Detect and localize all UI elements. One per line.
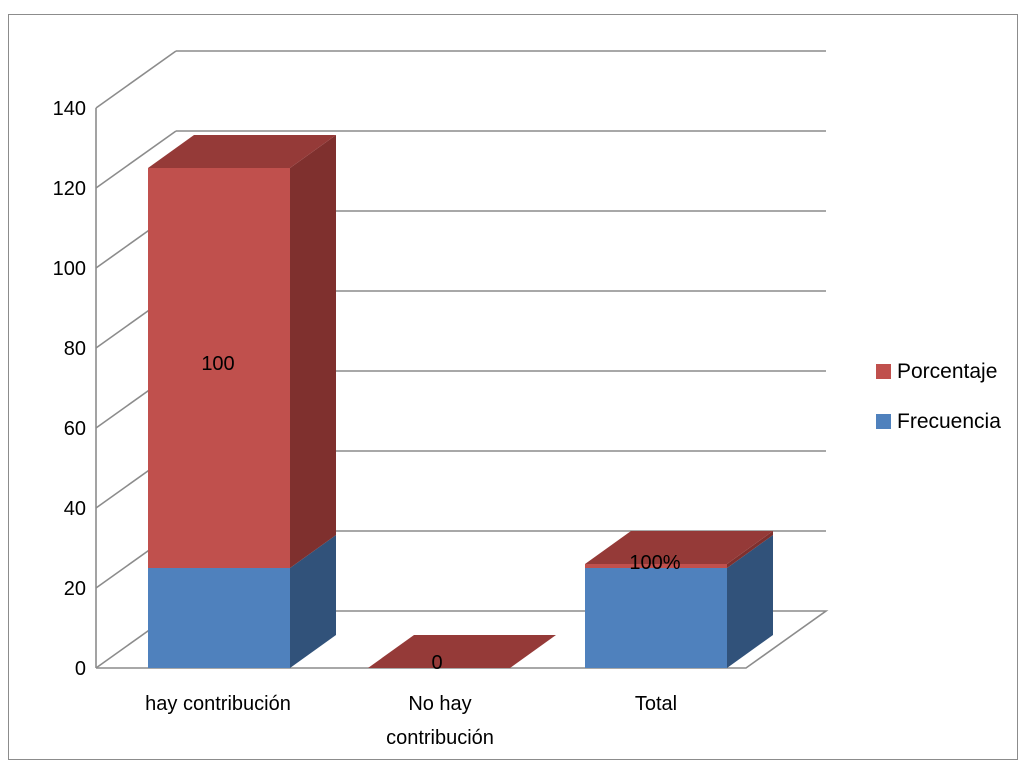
bar-top bbox=[368, 635, 556, 668]
x-category-label: hay contribución bbox=[145, 693, 291, 715]
y-tick-label: 60 bbox=[64, 418, 86, 440]
y-tick-label: 120 bbox=[53, 178, 86, 200]
bar-top bbox=[585, 531, 773, 564]
legend-swatch bbox=[876, 414, 891, 429]
y-tick-label: 140 bbox=[53, 98, 86, 120]
legend-label: Porcentaje bbox=[897, 360, 997, 383]
x-category-label: No hay bbox=[408, 693, 471, 715]
y-tick-label: 100 bbox=[53, 258, 86, 280]
legend-swatch bbox=[876, 364, 891, 379]
bar-side bbox=[727, 535, 773, 668]
bars bbox=[148, 135, 773, 668]
y-tick-label: 20 bbox=[64, 578, 86, 600]
bar-side bbox=[290, 135, 336, 568]
bar-front bbox=[148, 568, 290, 668]
side-wall-line bbox=[95, 130, 177, 189]
legend-label: Frecuencia bbox=[897, 410, 1001, 433]
bar-side bbox=[290, 535, 336, 668]
data-label: 0 bbox=[431, 652, 442, 674]
y-tick-label: 80 bbox=[64, 338, 86, 360]
data-label: 100 bbox=[201, 353, 234, 375]
labels: 0 20 40 60 80 100 120 140 hay contribución No hay… bbox=[53, 98, 681, 749]
y-tick-label: 40 bbox=[64, 498, 86, 520]
bar-front bbox=[585, 564, 727, 568]
y-tick-label: 0 bbox=[75, 658, 86, 680]
legend: Porcentaje Frecuencia bbox=[876, 360, 1001, 433]
bar-front bbox=[585, 568, 727, 668]
bar-front bbox=[148, 168, 290, 568]
x-category-label: contribución bbox=[386, 727, 494, 749]
data-label: 100% bbox=[629, 552, 680, 574]
bar-top bbox=[148, 135, 336, 168]
x-category-label: Total bbox=[635, 693, 677, 715]
bar-side bbox=[727, 531, 773, 568]
side-wall-line bbox=[95, 50, 177, 109]
